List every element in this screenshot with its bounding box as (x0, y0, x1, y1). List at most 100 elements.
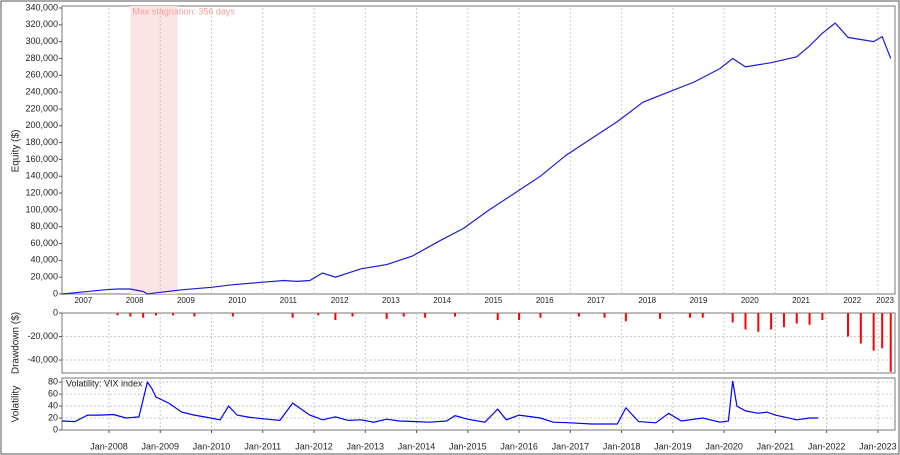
year-label: 2011 (280, 296, 298, 305)
drawdown-bar (231, 313, 234, 317)
year-label: 2015 (485, 296, 503, 305)
annotation: Max stagnation: 356 days (132, 6, 235, 16)
y-tick-label: 140,000 (25, 171, 58, 181)
year-label: 2009 (177, 296, 195, 305)
drawdown-bar (770, 313, 773, 330)
year-label: 2010 (228, 296, 246, 305)
year-label: 2012 (331, 296, 349, 305)
x-tick-label: Jan-2016 (500, 441, 538, 451)
x-tick-label: Jan-2012 (295, 441, 333, 451)
y-tick-label: 240,000 (25, 86, 58, 96)
drawdown-bar (334, 313, 337, 321)
year-label: 2019 (690, 296, 708, 305)
y-tick-label: 200,000 (25, 120, 58, 130)
drawdown-bar (659, 313, 662, 319)
x-tick-label: Jan-2010 (193, 441, 231, 451)
y-tick-label: -20,000 (27, 331, 58, 341)
x-tick-label: Jan-2008 (90, 441, 128, 451)
y-tick-label: 80 (48, 377, 58, 387)
drawdown-bar (424, 313, 427, 318)
drawdown-bar (129, 313, 132, 317)
y-tick-label: 40,000 (30, 255, 58, 265)
drawdown-bar (402, 313, 405, 317)
y-tick-label: 220,000 (25, 103, 58, 113)
x-tick-label: Jan-2013 (347, 441, 385, 451)
drawdown-bar (757, 313, 760, 332)
y-tick-label: 60,000 (30, 238, 58, 248)
y-tick-label: 100,000 (25, 204, 58, 214)
x-tick-label: Jan-2021 (757, 441, 795, 451)
y-tick-label: 60 (48, 389, 58, 399)
year-label: 2016 (536, 296, 554, 305)
drawdown-bar (454, 313, 457, 317)
drawdown-bar (872, 313, 875, 351)
y-tick-label: 0 (53, 288, 58, 298)
drawdown-bar (154, 313, 157, 316)
x-tick-label: Jan-2020 (705, 441, 743, 451)
y-tick-label: 0 (53, 307, 58, 317)
series-line (61, 22, 892, 295)
y-axis-label: Drawdown ($) (11, 312, 22, 374)
drawdown-bar (624, 313, 627, 322)
y-tick-label: 20,000 (30, 272, 58, 282)
drawdown-bar (821, 313, 824, 321)
year-label: 2013 (382, 296, 400, 305)
y-axis-label: Equity ($) (11, 130, 22, 173)
stagnation-band (130, 6, 178, 294)
drawdown-bar (881, 313, 884, 349)
year-label: 2018 (638, 296, 656, 305)
drawdown-bar (385, 313, 388, 319)
year-label: 2021 (792, 296, 810, 305)
legend: Volatility: VIX index (66, 378, 143, 388)
year-label: 2017 (587, 296, 605, 305)
drawdown-bar (518, 313, 521, 321)
year-label: 2014 (433, 296, 451, 305)
y-tick-label: 340,000 (25, 2, 58, 12)
y-tick-label: -40,000 (27, 354, 58, 364)
drawdown-bar (539, 313, 542, 318)
year-label: 2007 (74, 296, 92, 305)
drawdown-bar (142, 313, 145, 318)
drawdown-bar (731, 313, 734, 323)
y-tick-label: 280,000 (25, 53, 58, 63)
drawdown-bar (496, 313, 499, 321)
y-tick-label: 260,000 (25, 70, 58, 80)
x-tick-label: Jan-2014 (398, 441, 436, 451)
plot-area (61, 312, 896, 374)
drawdown-bar (603, 313, 606, 318)
drawdown-bar (116, 313, 119, 316)
y-tick-label: 320,000 (25, 19, 58, 29)
drawdown-bar (291, 313, 294, 318)
drawdown-bar (577, 313, 580, 317)
y-tick-label: 40 (48, 400, 58, 410)
drawdown-bar (351, 313, 354, 317)
drawdown-bar (847, 313, 850, 337)
drawdown-bar (317, 313, 320, 316)
drawdown-bar (889, 313, 892, 372)
y-tick-label: 160,000 (25, 154, 58, 164)
y-tick-label: 180,000 (25, 137, 58, 147)
y-tick-label: 80,000 (30, 221, 58, 231)
y-tick-label: 0 (53, 424, 58, 434)
drawdown-bar (701, 313, 704, 318)
drawdown-bar (808, 313, 811, 325)
plot-area (61, 377, 896, 431)
x-tick-label: Jan-2017 (552, 441, 590, 451)
drawdown-bar (193, 313, 196, 317)
y-axis-label: Volatility (11, 386, 22, 423)
year-label: 2023 (876, 296, 894, 305)
plot-area (61, 5, 896, 295)
x-tick-label: Jan-2015 (449, 441, 487, 451)
x-tick-label: Jan-2018 (603, 441, 641, 451)
y-tick-label: 300,000 (25, 36, 58, 46)
x-tick-label: Jan-2019 (654, 441, 692, 451)
drawdown-bar (688, 313, 691, 318)
series-line (61, 380, 819, 425)
drawdown-bar (859, 313, 862, 344)
drawdown-bar (782, 313, 785, 328)
x-tick-label: Jan-2023 (859, 441, 897, 451)
drawdown-bar (172, 313, 175, 316)
y-tick-label: 20 (48, 412, 58, 422)
x-tick-label: Jan-2022 (808, 441, 846, 451)
